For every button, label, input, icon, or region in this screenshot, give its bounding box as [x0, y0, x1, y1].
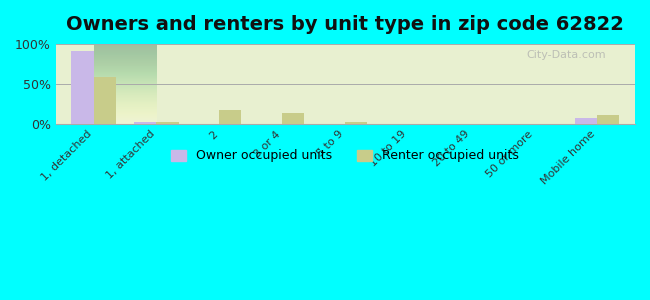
Bar: [94, 77, 116, 124]
Bar: [220, 110, 242, 124]
Bar: [157, 122, 179, 124]
Bar: [135, 122, 157, 124]
Text: City-Data.com: City-Data.com: [526, 50, 606, 60]
Bar: [282, 113, 304, 124]
Title: Owners and renters by unit type in zip code 62822: Owners and renters by unit type in zip c…: [66, 15, 624, 34]
Bar: [575, 118, 597, 124]
Legend: Owner occupied units, Renter occupied units: Owner occupied units, Renter occupied un…: [166, 145, 525, 167]
Bar: [345, 122, 367, 124]
Bar: [597, 115, 619, 124]
Bar: [72, 51, 94, 124]
